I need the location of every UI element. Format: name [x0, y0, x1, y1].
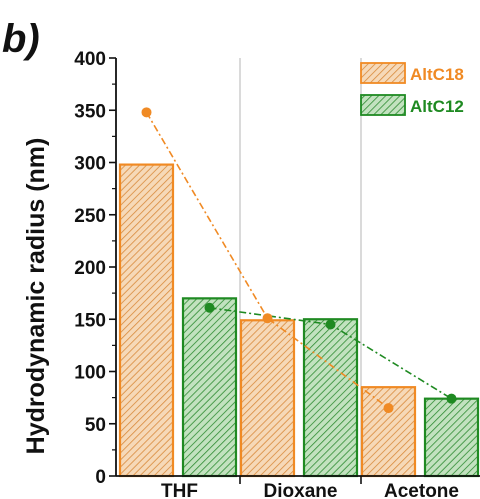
point-AltC18-Dioxane: [262, 313, 273, 324]
trend-line-AltC18: [145, 111, 389, 409]
point-AltC18-Acetone: [383, 403, 394, 414]
legend-swatch-AltC12: [360, 94, 406, 116]
x-category-label: Acetone: [384, 481, 459, 499]
bar-AltC12-Dioxane: [302, 318, 359, 478]
y-ticks-group: 0 50 100 150 200 250 300 350 400: [74, 49, 116, 488]
legend-label-AltC12: AltC12: [410, 97, 464, 116]
y-tick-label: 250: [74, 206, 106, 227]
bar-AltC18-Acetone: [360, 386, 417, 478]
y-tick-label: 0: [95, 467, 106, 488]
legend-swatch-AltC18: [360, 62, 406, 84]
y-tick-label: 150: [74, 310, 106, 331]
bar-AltC18-THF: [118, 163, 175, 478]
y-tick-label: 50: [85, 415, 106, 436]
point-AltC18-THF: [141, 107, 152, 118]
bars-group: [118, 163, 480, 478]
y-tick-label: 400: [74, 49, 106, 70]
bar-AltC18-Dioxane: [239, 319, 296, 478]
point-AltC12-THF: [204, 302, 215, 313]
x-category-label: THF: [161, 481, 198, 499]
y-tick-label: 350: [74, 101, 106, 122]
points-group: [141, 107, 457, 414]
y-tick-label: 200: [74, 258, 106, 279]
y-tick-label: 100: [74, 363, 106, 384]
point-AltC12-Acetone: [446, 393, 457, 404]
legend-label-AltC18: AltC18: [410, 65, 464, 84]
bar-AltC12-Acetone: [423, 397, 480, 478]
point-AltC12-Dioxane: [325, 319, 336, 330]
y-tick-label: 300: [74, 154, 106, 175]
legend: AltC18 AltC12: [360, 62, 464, 116]
panel-label: b): [2, 17, 40, 61]
x-category-label: Dioxane: [264, 481, 338, 499]
y-axis-label: Hydrodynamic radius (nm): [22, 138, 50, 455]
bar-AltC12-THF: [181, 297, 238, 478]
x-categories-group: THF Dioxane Acetone: [161, 476, 459, 499]
